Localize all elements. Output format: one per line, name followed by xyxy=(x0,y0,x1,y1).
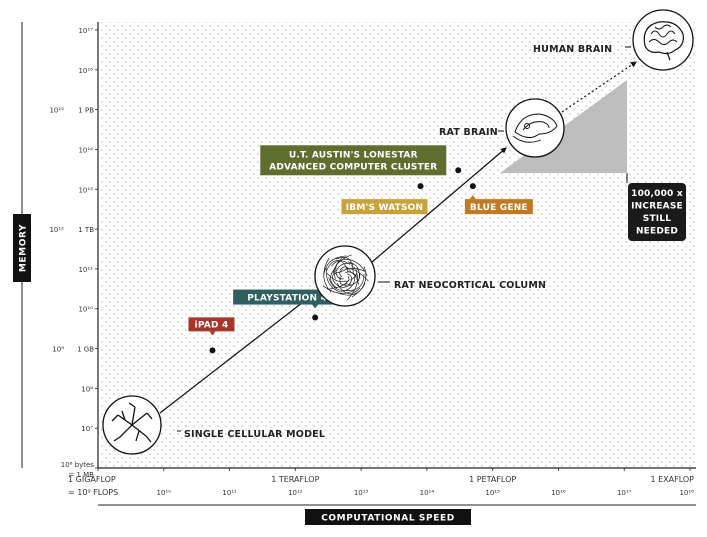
device-label: ADVANCED COMPUTER CLUSTER xyxy=(269,162,437,172)
model-label: RAT NEOCORTICAL COLUMN xyxy=(394,280,546,291)
device-point xyxy=(312,314,319,321)
y-tick-label: 10⁸ xyxy=(81,385,93,393)
device-point xyxy=(455,167,462,174)
device-point xyxy=(209,347,216,354)
trend-arrow-segment xyxy=(159,291,317,414)
x-tick-label: 10¹⁸ xyxy=(679,489,694,497)
device-tag-pointer xyxy=(209,331,216,336)
model-label: RAT BRAIN xyxy=(439,127,498,138)
device-label: BLUE GENE xyxy=(470,203,528,213)
x-tick-name: 1 PETAFLOP xyxy=(469,475,516,484)
y-tick-label: 10¹³ xyxy=(78,186,93,194)
device-label: iPAD 4 xyxy=(195,320,229,330)
human-brain-icon xyxy=(632,9,694,71)
trend-arrow-segment xyxy=(371,147,507,263)
device-tag xyxy=(464,199,533,215)
rat-brain-icon xyxy=(505,98,565,158)
y-tick-label: 10¹⁵ xyxy=(49,107,64,115)
y-axis-title-box xyxy=(13,214,31,282)
device-point xyxy=(417,183,424,190)
x-tick-name: 1 TERAFLOP xyxy=(271,475,319,484)
plot-background xyxy=(98,22,696,468)
device-label: U.T. AUSTIN'S LONESTAR xyxy=(289,150,418,160)
column-icon xyxy=(314,245,376,307)
x-tick-label: = 10⁹ FLOPS xyxy=(68,488,118,497)
y-tick-label: 10¹² xyxy=(49,226,64,234)
y-tick-label: 10¹¹ xyxy=(78,266,93,274)
y-tick-label: 10¹⁷ xyxy=(78,27,93,35)
device-tag xyxy=(233,289,342,305)
model-label: HUMAN BRAIN xyxy=(533,44,612,55)
projection-arrow-segment xyxy=(561,61,637,113)
x-tick-name: 1 EXAFLOP xyxy=(650,475,694,484)
y-tick-label: 10¹⁰ xyxy=(78,306,93,314)
x-tick-label: 10¹⁵ xyxy=(485,489,500,497)
y-tick-name: 1 TB xyxy=(78,226,94,234)
x-tick-label: 10¹³ xyxy=(354,489,369,497)
y-tick-label: 10⁹ xyxy=(52,346,64,354)
callout-box xyxy=(628,183,686,241)
model-label: SINGLE CELLULAR MODEL xyxy=(184,429,325,440)
y-tick-label: 10⁶ bytes xyxy=(61,461,95,469)
callout-text: INCREASE xyxy=(631,202,683,212)
y-axis-title: MEMORY xyxy=(19,224,29,272)
x-axis-title-box xyxy=(305,509,471,525)
device-label: PLAYSTATION 4 xyxy=(247,294,327,304)
neuron-icon xyxy=(102,395,162,455)
callout-text: NEEDED xyxy=(636,227,678,237)
device-tag xyxy=(188,317,235,332)
x-tick-name: 1 GIGAFLOP xyxy=(68,475,116,484)
device-point xyxy=(469,183,476,190)
device-tag-pointer xyxy=(469,195,476,200)
y-tick-name: = 1 MB xyxy=(68,471,94,479)
x-tick-label: 10¹⁴ xyxy=(420,489,435,497)
x-tick-label: 10¹⁷ xyxy=(617,489,632,497)
x-tick-label: 10¹¹ xyxy=(222,489,237,497)
device-tag xyxy=(260,145,447,176)
x-tick-label: 10¹² xyxy=(288,489,303,497)
y-tick-label: 10⁷ xyxy=(81,425,93,433)
y-tick-label: 10¹⁶ xyxy=(78,67,93,75)
device-label: IBM'S WATSON xyxy=(346,203,424,213)
y-tick-name: 1 GB xyxy=(77,346,94,354)
y-tick-label: 10¹⁴ xyxy=(78,146,93,154)
x-axis-title: COMPUTATIONAL SPEED xyxy=(321,514,455,524)
callout-text: 100,000 x xyxy=(631,189,683,199)
device-tag-pointer xyxy=(312,304,319,309)
x-tick-label: 10¹⁰ xyxy=(157,489,172,497)
device-tag xyxy=(341,199,428,215)
y-tick-name: 1 PB xyxy=(78,107,94,115)
callout-text: STILL xyxy=(643,214,672,224)
x-tick-label: 10¹⁶ xyxy=(551,489,566,497)
